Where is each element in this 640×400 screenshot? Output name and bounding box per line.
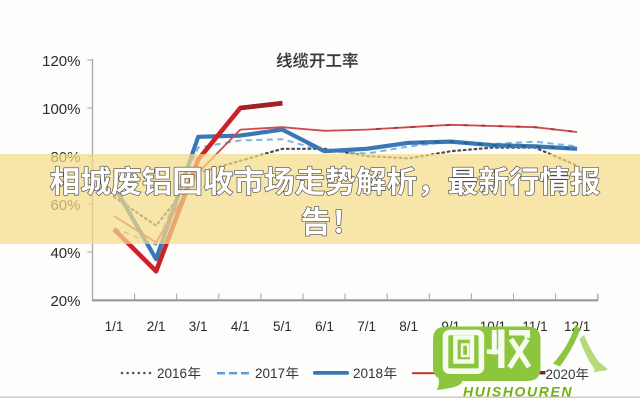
- svg-text:8/1: 8/1: [399, 319, 418, 334]
- svg-text:2020: 2020: [546, 367, 576, 382]
- svg-text:12/1: 12/1: [564, 319, 590, 334]
- svg-text:2016: 2016: [157, 366, 187, 381]
- svg-text:2018: 2018: [353, 366, 383, 381]
- svg-text:20%: 20%: [50, 293, 80, 310]
- svg-text:2/1: 2/1: [147, 319, 166, 334]
- svg-text:1/1: 1/1: [105, 319, 124, 334]
- svg-text:2017: 2017: [255, 366, 285, 381]
- svg-text:100%: 100%: [42, 101, 80, 118]
- svg-text:6/1: 6/1: [315, 319, 334, 334]
- svg-text:5/1: 5/1: [273, 319, 292, 334]
- svg-text:40%: 40%: [50, 245, 80, 262]
- svg-text:7/1: 7/1: [357, 319, 376, 334]
- svg-text:4/1: 4/1: [231, 319, 250, 334]
- svg-text:HUISHOUREN: HUISHOUREN: [463, 384, 573, 400]
- svg-text:3/1: 3/1: [189, 319, 208, 334]
- svg-text:120%: 120%: [42, 53, 80, 70]
